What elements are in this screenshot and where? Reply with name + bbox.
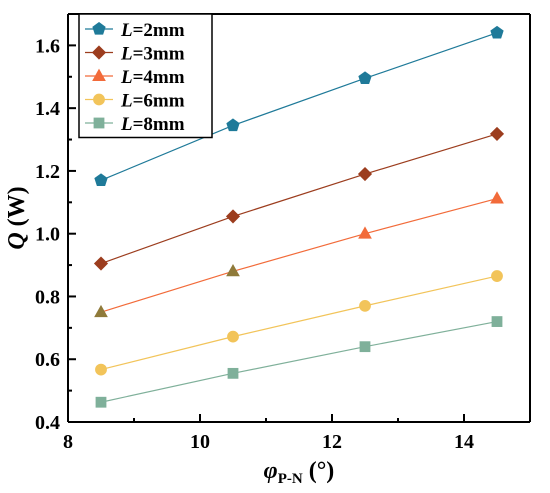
x-tick-label: 8: [63, 431, 73, 453]
data-point: [227, 367, 239, 379]
legend-marker: [92, 68, 106, 81]
series-line: [100, 275, 498, 371]
y-tick-label: 1.0: [35, 224, 60, 246]
legend-label-variable: L: [120, 67, 133, 88]
legend-label-variable: L: [120, 114, 133, 135]
data-point: [490, 191, 504, 204]
legend-label-value: =8mm: [133, 114, 185, 135]
x-axis-unit: (°): [303, 458, 335, 484]
legend-label: L=6mm: [120, 91, 185, 112]
data-point: [95, 396, 107, 408]
y-axis-unit: (W): [4, 186, 30, 232]
x-axis-symbol: φ: [264, 458, 278, 484]
data-point: [94, 304, 108, 318]
legend-label: L=2mm: [120, 20, 185, 41]
data-point: [95, 363, 107, 376]
y-axis-title: Q (W): [4, 186, 30, 249]
legend-label: L=4mm: [120, 67, 185, 88]
legend-label: L=8mm: [120, 114, 185, 135]
series-line: [100, 197, 498, 313]
data-point: [225, 209, 241, 224]
x-tick-label: 14: [454, 431, 474, 453]
data-point: [489, 126, 505, 141]
data-point: [226, 118, 240, 132]
series-line: [100, 133, 498, 265]
legend-marker: [92, 22, 106, 35]
data-point: [491, 316, 503, 327]
y-tick-label: 0.6: [35, 349, 60, 371]
series-markers: [93, 25, 505, 408]
data-point: [358, 71, 372, 84]
axes: [67, 13, 531, 423]
legend-marker: [93, 117, 105, 129]
legend-label-variable: L: [120, 44, 133, 65]
y-axis-symbol: Q: [4, 232, 30, 249]
series-line: [100, 320, 498, 403]
data-point: [227, 330, 239, 343]
data-point: [490, 25, 504, 39]
legend-label: L=3mm: [120, 44, 185, 65]
x-axis-title: φP-N (°): [264, 458, 335, 487]
x-tick-label: 12: [322, 431, 342, 453]
x-tick-label: 10: [190, 431, 210, 453]
ticks: 8 10 12 14 0.4 0.6 0.8 1.0 1.2 1.4 1.6: [35, 13, 531, 453]
data-point: [359, 341, 371, 353]
legend-label-variable: L: [120, 20, 133, 41]
y-tick-label: 1.6: [35, 35, 60, 57]
y-tick-label: 0.4: [35, 412, 60, 434]
legend-label-value: =2mm: [133, 20, 185, 41]
legend-label-variable: L: [120, 91, 133, 112]
legend-label-value: =6mm: [133, 91, 185, 112]
y-tick-label: 1.4: [35, 98, 60, 120]
legend-marker: [91, 45, 107, 60]
legend-label-value: =3mm: [133, 44, 185, 65]
legend-marker: [93, 93, 105, 106]
data-point: [358, 226, 372, 239]
legend-label-value: =4mm: [133, 67, 185, 88]
series-line: [100, 32, 498, 181]
y-tick-label: 0.8: [35, 286, 60, 308]
data-point: [357, 166, 373, 182]
series-lines: [100, 32, 498, 403]
y-tick-label: 1.2: [35, 161, 60, 183]
data-point: [491, 270, 503, 282]
data-point: [226, 264, 240, 277]
data-point: [359, 299, 371, 312]
x-axis-subscript: P-N: [278, 471, 303, 487]
data-point: [93, 256, 109, 271]
data-point: [94, 173, 108, 187]
